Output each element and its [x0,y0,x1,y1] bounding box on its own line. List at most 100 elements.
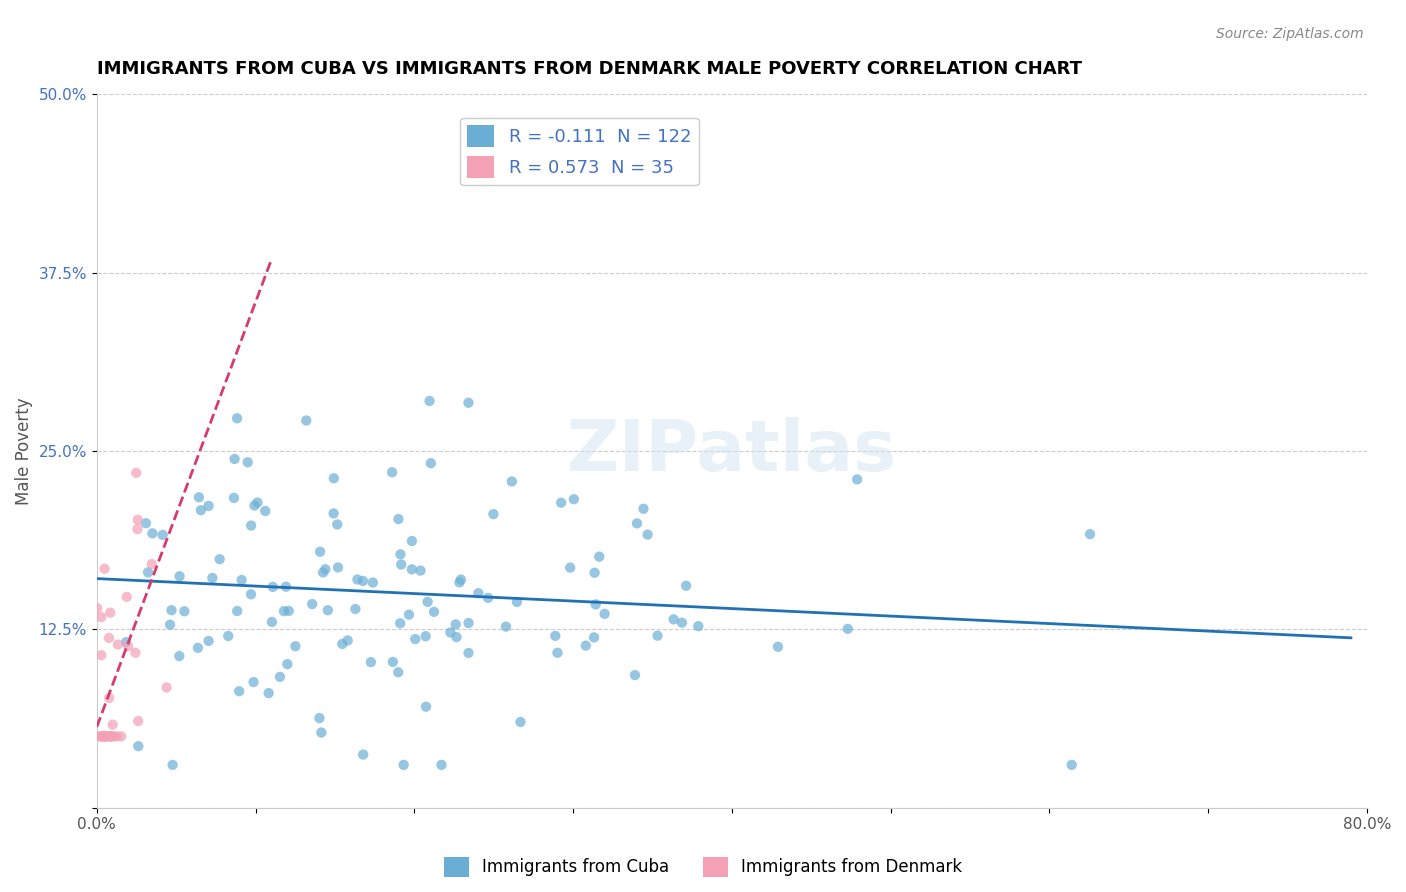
Immigrants from Cuba [588,549,610,564]
Immigrants from Denmark [141,557,163,571]
Immigrants from Cuba [308,711,330,725]
Immigrants from Cuba [273,604,295,618]
Immigrants from Cuba [169,569,191,583]
Immigrants from Cuba [260,615,283,629]
Legend: R = -0.111  N = 122, R = 0.573  N = 35: R = -0.111 N = 122, R = 0.573 N = 35 [460,118,699,186]
Immigrants from Denmark [94,730,117,744]
Immigrants from Cuba [242,675,264,690]
Immigrants from Cuba [582,631,605,645]
Immigrants from Cuba [430,757,453,772]
Immigrants from Denmark [90,730,112,744]
Immigrants from Cuba [269,670,291,684]
Immigrants from Cuba [316,603,339,617]
Immigrants from Cuba [401,533,423,548]
Immigrants from Denmark [115,590,138,604]
Immigrants from Cuba [159,617,181,632]
Immigrants from Denmark [86,601,108,615]
Immigrants from Cuba [423,605,446,619]
Immigrants from Cuba [295,413,318,427]
Immigrants from Cuba [173,604,195,618]
Legend: Immigrants from Cuba, Immigrants from Denmark: Immigrants from Cuba, Immigrants from De… [437,850,969,884]
Immigrants from Cuba [162,757,184,772]
Immigrants from Cuba [1078,527,1101,541]
Immigrants from Cuba [688,619,710,633]
Immigrants from Cuba [482,507,505,521]
Immigrants from Cuba [312,566,335,580]
Immigrants from Cuba [115,635,138,649]
Immigrants from Cuba [439,625,461,640]
Immigrants from Denmark [98,690,121,705]
Text: ZIPatlas: ZIPatlas [567,417,897,485]
Immigrants from Denmark [87,730,110,744]
Immigrants from Cuba [322,471,344,485]
Immigrants from Cuba [546,646,568,660]
Immigrants from Cuba [314,562,336,576]
Immigrants from Cuba [276,657,298,672]
Immigrants from Denmark [127,522,149,536]
Immigrants from Cuba [662,612,685,626]
Immigrants from Cuba [231,573,253,587]
Immigrants from Cuba [846,472,869,486]
Immigrants from Cuba [633,501,655,516]
Immigrants from Cuba [585,598,607,612]
Text: IMMIGRANTS FROM CUBA VS IMMIGRANTS FROM DENMARK MALE POVERTY CORRELATION CHART: IMMIGRANTS FROM CUBA VS IMMIGRANTS FROM … [97,60,1081,78]
Immigrants from Cuba [240,518,263,533]
Immigrants from Denmark [94,730,117,744]
Immigrants from Cuba [419,456,441,470]
Immigrants from Cuba [495,620,517,634]
Immigrants from Cuba [389,558,412,572]
Immigrants from Cuba [262,580,284,594]
Immigrants from Cuba [624,668,647,682]
Immigrants from Cuba [224,452,246,467]
Immigrants from Cuba [392,757,415,772]
Immigrants from Denmark [110,730,132,744]
Immigrants from Cuba [284,639,307,653]
Immigrants from Denmark [100,730,122,744]
Immigrants from Cuba [381,655,404,669]
Immigrants from Cuba [457,615,479,630]
Immigrants from Denmark [98,730,121,744]
Immigrants from Cuba [415,629,437,643]
Immigrants from Cuba [226,411,249,425]
Immigrants from Cuba [135,516,157,531]
Immigrants from Cuba [301,597,323,611]
Immigrants from Cuba [277,604,299,618]
Immigrants from Denmark [93,562,115,576]
Immigrants from Cuba [647,629,669,643]
Immigrants from Cuba [336,633,359,648]
Immigrants from Denmark [97,730,120,744]
Immigrants from Denmark [91,730,114,744]
Immigrants from Cuba [457,646,479,660]
Immigrants from Denmark [124,646,146,660]
Immigrants from Cuba [197,499,219,513]
Immigrants from Denmark [155,681,177,695]
Immigrants from Cuba [387,512,409,526]
Immigrants from Denmark [100,730,122,744]
Immigrants from Cuba [228,684,250,698]
Immigrants from Cuba [501,475,523,489]
Immigrants from Denmark [93,730,115,744]
Immigrants from Denmark [93,730,115,744]
Immigrants from Cuba [127,739,149,754]
Immigrants from Cuba [309,545,332,559]
Immigrants from Denmark [125,466,148,480]
Immigrants from Cuba [187,640,209,655]
Immigrants from Cuba [274,580,297,594]
Immigrants from Cuba [346,573,368,587]
Immigrants from Denmark [105,730,128,744]
Immigrants from Cuba [352,574,374,588]
Immigrants from Cuba [197,634,219,648]
Immigrants from Cuba [509,714,531,729]
Immigrants from Cuba [398,607,420,622]
Immigrants from Cuba [222,491,245,505]
Immigrants from Cuba [243,499,266,513]
Immigrants from Cuba [409,564,432,578]
Immigrants from Cuba [201,571,224,585]
Y-axis label: Male Poverty: Male Poverty [15,397,32,505]
Immigrants from Cuba [360,655,382,669]
Immigrants from Cuba [246,495,269,509]
Immigrants from Cuba [446,630,468,644]
Immigrants from Denmark [94,730,117,744]
Immigrants from Denmark [90,730,112,744]
Immigrants from Cuba [415,699,437,714]
